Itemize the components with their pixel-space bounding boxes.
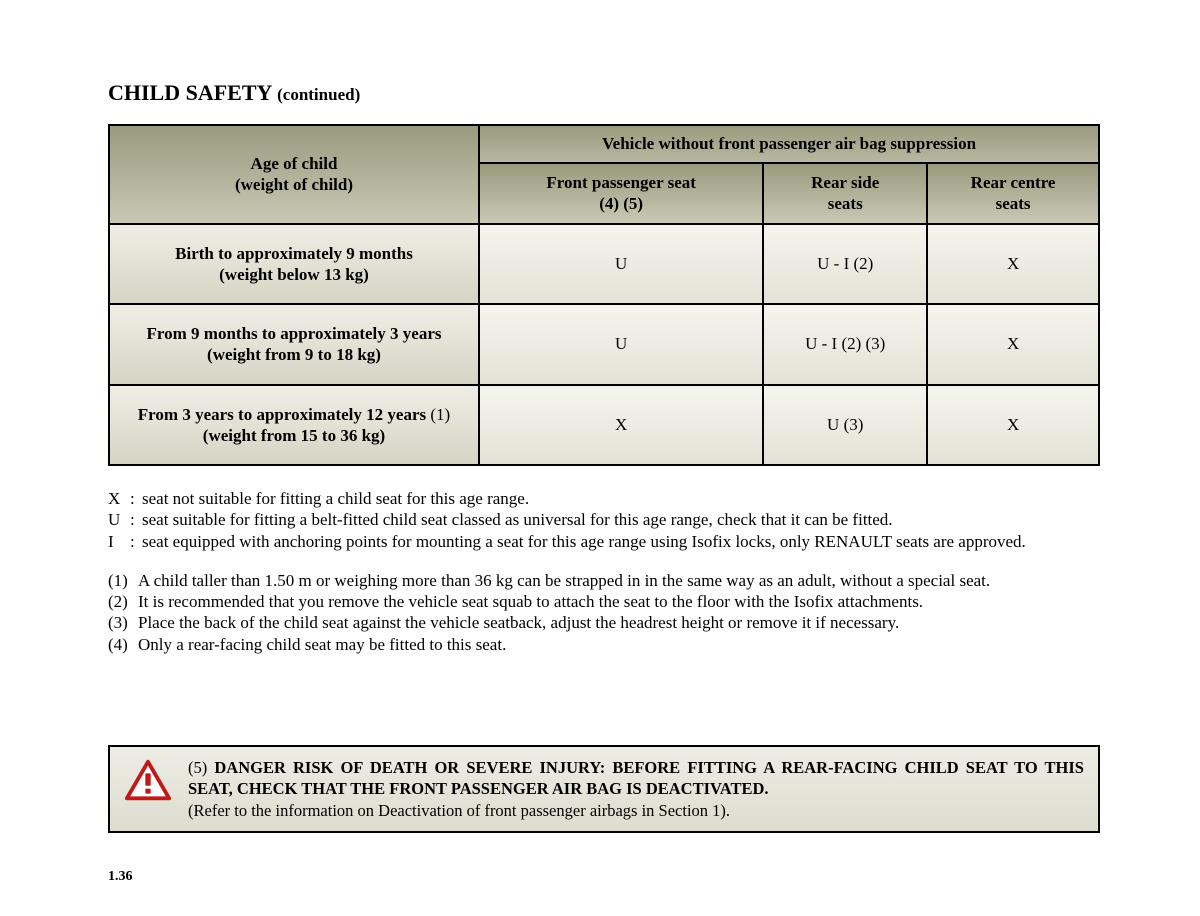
legend-item: X : seat not suitable for fitting a chil…	[108, 488, 1100, 509]
cell-rear-side: U (3)	[763, 385, 927, 466]
footnote: (4) Only a rear-facing child seat may be…	[108, 634, 1100, 655]
legend-block: X : seat not suitable for fitting a chil…	[108, 488, 1100, 552]
cell-rear-centre: X	[927, 385, 1099, 466]
table-row: Birth to approximately 9 months (weight …	[109, 224, 1099, 305]
page-number: 1.36	[108, 869, 1100, 885]
heading-continued: (continued)	[277, 85, 360, 104]
row-label: From 3 years to approximately 12 years (…	[109, 385, 479, 466]
col-header-front: Front passenger seat (4) (5)	[479, 163, 763, 224]
child-safety-table: Age of child (weight of child) Vehicle w…	[108, 124, 1100, 466]
col-header-span: Vehicle without front passenger air bag …	[479, 125, 1099, 163]
warning-box: (5) DANGER RISK OF DEATH OR SEVERE INJUR…	[108, 745, 1100, 833]
warning-text: (5) DANGER RISK OF DEATH OR SEVERE INJUR…	[188, 757, 1084, 821]
cell-rear-centre: X	[927, 224, 1099, 305]
cell-front: X	[479, 385, 763, 466]
page-heading: CHILD SAFETY (continued)	[108, 80, 1100, 106]
cell-front: U	[479, 304, 763, 385]
table-row: From 3 years to approximately 12 years (…	[109, 385, 1099, 466]
warning-triangle-icon	[124, 759, 172, 803]
col-header-rear-side: Rear side seats	[763, 163, 927, 224]
footnote: (2) It is recommended that you remove th…	[108, 591, 1100, 612]
col-header-age: Age of child (weight of child)	[109, 125, 479, 224]
row-label: Birth to approximately 9 months (weight …	[109, 224, 479, 305]
col-header-rear-centre: Rear centre seats	[927, 163, 1099, 224]
legend-item: U : seat suitable for fitting a belt-fit…	[108, 509, 1100, 530]
cell-rear-centre: X	[927, 304, 1099, 385]
cell-rear-side: U - I (2) (3)	[763, 304, 927, 385]
footnotes-block: (1) A child taller than 1.50 m or weighi…	[108, 570, 1100, 655]
cell-front: U	[479, 224, 763, 305]
cell-rear-side: U - I (2)	[763, 224, 927, 305]
footnote: (3) Place the back of the child seat aga…	[108, 612, 1100, 633]
heading-main: CHILD SAFETY	[108, 80, 272, 105]
footnote: (1) A child taller than 1.50 m or weighi…	[108, 570, 1100, 591]
table-row: From 9 months to approximately 3 years (…	[109, 304, 1099, 385]
legend-item: I : seat equipped with anchoring points …	[108, 531, 1100, 552]
row-label: From 9 months to approximately 3 years (…	[109, 304, 479, 385]
